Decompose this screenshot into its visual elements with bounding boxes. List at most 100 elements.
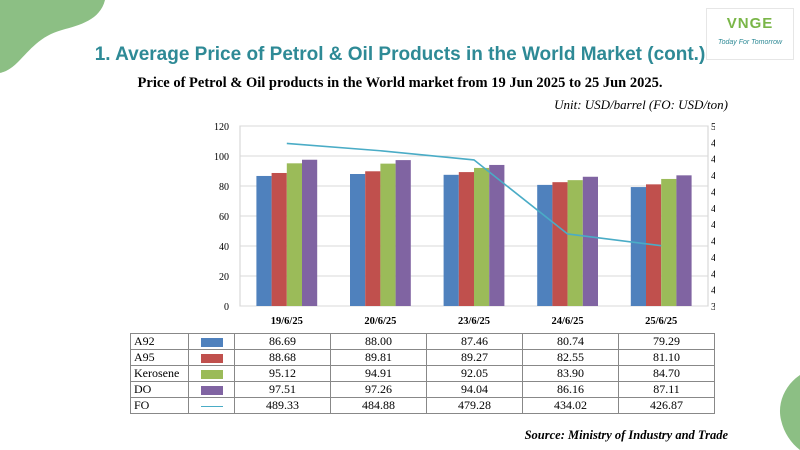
legend-key (188, 381, 235, 398)
data-label: 84.70 (617, 365, 716, 382)
data-label: 95.12 (233, 365, 331, 382)
right-axis-tick-label: 470 (711, 171, 715, 182)
data-label: 86.69 (233, 333, 331, 350)
decorative-blob-bottom-right (779, 375, 800, 450)
data-table: A92 86.69 88.00 87.46 80.74 79.29 A95 88.68 89.8… (129, 333, 716, 414)
data-label: 434.02 (521, 397, 619, 414)
bar-kerosene-0 (286, 163, 302, 306)
data-label: 83.90 (521, 365, 619, 382)
series-name: FO (129, 397, 190, 414)
bar-a92-1 (350, 174, 366, 306)
data-label: 92.05 (425, 365, 523, 382)
left-axis-tick-label: 80 (219, 182, 229, 193)
category-label: 24/6/25 (552, 316, 584, 327)
data-label: 89.27 (425, 349, 523, 366)
table-row: A95 88.68 89.81 89.27 82.55 81.10 (129, 349, 716, 366)
right-axis-tick-label: 500 (711, 122, 715, 133)
bar-kerosene-4 (661, 178, 677, 306)
bar-kerosene-3 (567, 180, 583, 306)
data-label: 89.81 (329, 349, 427, 366)
left-axis-tick-label: 120 (214, 122, 229, 133)
bar-kerosene-1 (380, 163, 396, 306)
right-axis-tick-label: 450 (711, 204, 715, 215)
bar-a92-2 (443, 174, 459, 306)
category-label: 25/6/25 (645, 316, 677, 327)
bar-a92-4 (630, 187, 646, 306)
data-label: 88.68 (233, 349, 331, 366)
table-row: Kerosene 95.12 94.91 92.05 83.90 84.70 (129, 365, 716, 382)
bar-do-3 (582, 176, 598, 306)
data-label: 86.16 (521, 381, 619, 398)
right-axis-tick-label: 410 (711, 269, 715, 280)
legend-swatch-do (200, 385, 223, 395)
data-label: 484.88 (329, 397, 427, 414)
series-name: DO (129, 381, 190, 398)
legend-swatch-a92 (200, 337, 223, 347)
series-name: A95 (129, 349, 190, 366)
company-logo: VNGE Today For Tomorrow (706, 8, 794, 60)
series-name: Kerosene (129, 365, 190, 382)
bar-kerosene-2 (474, 167, 490, 306)
source-note: Source: Ministry of Industry and Trade (524, 428, 728, 442)
bar-a92-3 (537, 184, 553, 306)
bar-do-0 (302, 159, 318, 306)
left-axis-tick-label: 60 (219, 212, 229, 223)
left-axis-tick-label: 100 (214, 152, 229, 163)
data-label: 87.46 (425, 333, 523, 350)
data-label: 426.87 (617, 397, 716, 414)
data-label: 79.29 (617, 333, 716, 350)
bar-do-4 (676, 175, 692, 306)
data-label: 489.33 (233, 397, 331, 414)
data-label: 87.11 (617, 381, 716, 398)
legend-key (188, 349, 235, 366)
bar-a95-3 (552, 182, 568, 306)
right-axis-tick-label: 430 (711, 237, 715, 248)
right-axis-tick-label: 460 (711, 187, 715, 198)
left-axis-tick-label: 0 (224, 302, 229, 313)
bar-a95-0 (271, 172, 287, 306)
legend-key (188, 365, 235, 382)
category-label: 19/6/25 (271, 316, 303, 327)
bar-do-1 (395, 160, 411, 306)
combo-chart: 0 20 40 60 80 100 120 390 400 410 420 430 440 450 460 4… (214, 122, 726, 327)
slide-title: 1. Average Price of Petrol & Oil Product… (94, 44, 706, 65)
data-label: 82.55 (521, 349, 619, 366)
unit-label: Unit: USD/barrel (FO: USD/ton) (554, 97, 728, 112)
category-label: 23/6/25 (458, 316, 490, 327)
data-label: 88.00 (329, 333, 427, 350)
data-label: 97.51 (233, 381, 331, 398)
data-label: 80.74 (521, 333, 619, 350)
series-name: A92 (129, 333, 190, 350)
right-axis-tick-label: 480 (711, 155, 715, 166)
logo-word: VNGE (726, 15, 774, 32)
legend-key (188, 397, 235, 414)
table-row: DO 97.51 97.26 94.04 86.16 87.11 (129, 381, 716, 398)
legend-swatch-fo (200, 405, 223, 407)
legend-key (188, 333, 235, 350)
logo-tagline: Today For Tomorrow (717, 39, 783, 46)
right-axis-tick-label: 390 (711, 302, 715, 313)
right-axis-tick-label: 440 (711, 220, 715, 231)
chart-container: 0 20 40 60 80 100 120 390 400 410 420 430 440 450 460 4… (130, 116, 726, 330)
left-axis-tick-label: 40 (219, 242, 229, 253)
right-axis-tick-label: 400 (711, 286, 715, 297)
right-axis-tick-label: 420 (711, 253, 715, 264)
legend-swatch-kerosene (200, 369, 223, 379)
left-axis-tick-label: 20 (219, 272, 229, 283)
data-label: 81.10 (617, 349, 716, 366)
decorative-blob-top-left (0, 0, 105, 73)
category-label: 20/6/25 (364, 316, 396, 327)
data-label: 94.04 (425, 381, 523, 398)
bar-a95-1 (365, 171, 381, 306)
data-label: 479.28 (425, 397, 523, 414)
table-row: FO 489.33 484.88 479.28 434.02 426.87 (129, 397, 716, 414)
data-label: 94.91 (329, 365, 427, 382)
data-label: 97.26 (329, 381, 427, 398)
right-axis-tick-label: 490 (711, 138, 715, 149)
chart-subtitle: Price of Petrol & Oil products in the Wo… (137, 75, 663, 91)
legend-swatch-a95 (200, 353, 223, 363)
table-row: A92 86.69 88.00 87.46 80.74 79.29 (129, 333, 716, 350)
bar-do-2 (489, 164, 505, 306)
bar-a95-2 (458, 172, 474, 306)
bar-a92-0 (256, 175, 272, 306)
